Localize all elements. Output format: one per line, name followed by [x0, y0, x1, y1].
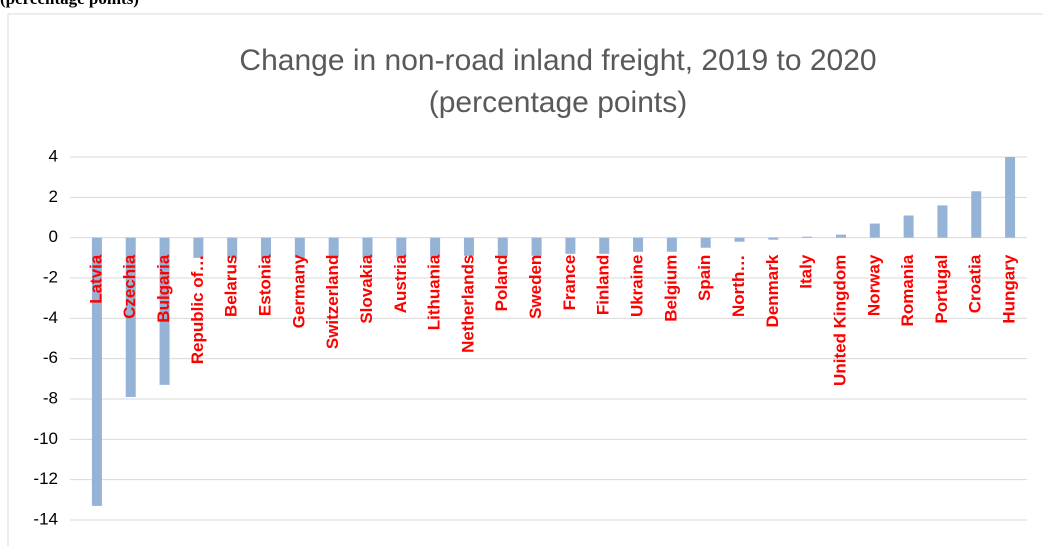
- bar: [633, 237, 644, 252]
- x-tick-label: Ukraine: [628, 255, 647, 317]
- x-tick-label: Latvia: [86, 254, 105, 304]
- bar: [497, 237, 508, 256]
- x-tick-label: France: [560, 255, 579, 311]
- x-tick-label: Lithuania: [425, 254, 444, 330]
- x-tick-label: Slovakia: [357, 254, 376, 324]
- x-tick-label: Germany: [289, 254, 308, 328]
- y-tick-label: -10: [33, 429, 58, 448]
- y-tick-label: -12: [33, 469, 58, 488]
- y-tick-label: 2: [49, 187, 58, 206]
- bar: [159, 237, 170, 385]
- y-tick-label: 0: [49, 227, 58, 246]
- bar: [531, 237, 542, 256]
- x-tick-label: Belgium: [661, 255, 680, 322]
- y-tick-label: 4: [49, 146, 58, 165]
- bar: [700, 237, 711, 248]
- chart-title: Change in non-road inland freight, 2019 …: [239, 44, 876, 77]
- bar: [430, 237, 441, 258]
- bar: [903, 215, 914, 238]
- x-tick-label: Netherlands: [458, 255, 477, 353]
- bar: [869, 223, 880, 238]
- x-tick-label: Romania: [898, 254, 917, 326]
- bar: [227, 237, 238, 258]
- y-tick-label: -8: [43, 388, 58, 407]
- x-tick-label: Belarus: [222, 255, 241, 317]
- bar: [125, 237, 136, 397]
- x-tick-label: Italy: [797, 254, 816, 289]
- bar: [362, 237, 373, 258]
- bar: [396, 237, 407, 258]
- bar: [328, 237, 339, 258]
- x-tick-label: Norway: [864, 254, 883, 316]
- x-tick-label: Portugal: [932, 255, 951, 324]
- x-tick-label: Czechia: [120, 254, 139, 319]
- bar: [802, 236, 813, 238]
- x-tick-label: Estonia: [256, 254, 275, 316]
- x-tick-label: Switzerland: [323, 255, 342, 349]
- bar: [937, 205, 948, 238]
- bar: [463, 237, 474, 256]
- x-tick-label: Bulgaria: [154, 254, 173, 323]
- y-tick-label: -2: [43, 267, 58, 286]
- bar: [91, 237, 102, 506]
- x-tick-label: Denmark: [763, 254, 782, 327]
- x-tick-label: Sweden: [526, 255, 545, 319]
- chart-title: (percentage points): [429, 86, 688, 119]
- bar: [666, 237, 677, 252]
- y-tick-label: -14: [33, 509, 58, 528]
- x-tick-label: Poland: [492, 255, 511, 312]
- bar: [193, 237, 204, 258]
- bar: [1005, 157, 1016, 238]
- header-text: (percentage points): [0, 0, 139, 8]
- x-tick-label: Finland: [594, 255, 613, 315]
- y-tick-label: -6: [43, 348, 58, 367]
- bar: [565, 237, 576, 254]
- x-tick-label: Hungary: [1000, 254, 1019, 324]
- x-tick-label: Republic of…: [188, 255, 207, 365]
- bar: [835, 234, 846, 238]
- bar: [261, 237, 272, 258]
- y-tick-label: -4: [43, 308, 58, 327]
- bar: [768, 237, 779, 240]
- bar: [734, 237, 745, 242]
- bar: [599, 237, 610, 254]
- x-tick-label: Spain: [695, 255, 714, 301]
- x-tick-label: Croatia: [966, 254, 985, 313]
- bar: [294, 237, 305, 258]
- x-tick-label: Austria: [391, 254, 410, 313]
- bar: [971, 191, 982, 238]
- x-tick-label: North…: [729, 255, 748, 317]
- x-tick-label: United Kingdom: [830, 255, 849, 386]
